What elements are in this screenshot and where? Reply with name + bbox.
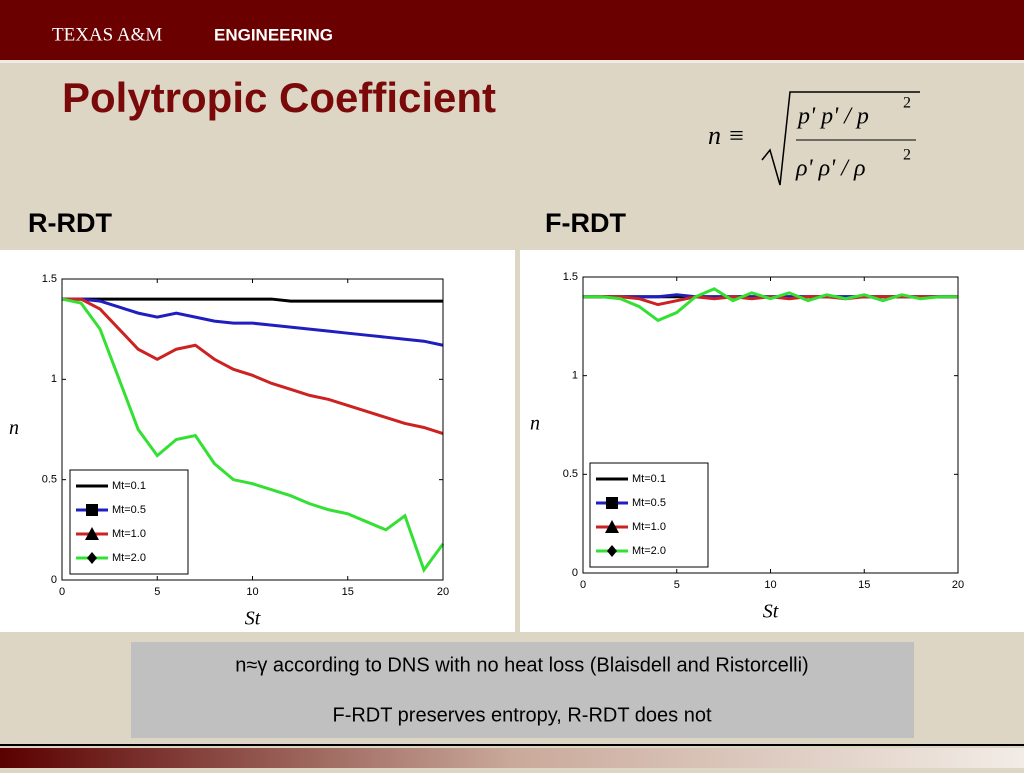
radical (761, 91, 920, 186)
plot-frame (61, 278, 444, 581)
x-tick-label: 5 (674, 579, 680, 591)
x-tick-label: 20 (952, 579, 964, 591)
legend-marker (606, 497, 618, 509)
legend-marker (87, 552, 97, 564)
y-tick-label: 0 (572, 567, 578, 579)
y-tick-label: 1.5 (563, 271, 578, 283)
chart-panel (520, 250, 1024, 632)
y-tick-label: 1.5 (42, 273, 57, 285)
y-tick-label: 1 (572, 370, 578, 382)
legend-label: Mt=1.0 (632, 521, 666, 533)
y-tick-label: 0.5 (42, 474, 57, 486)
footer-bar (0, 748, 1024, 768)
header-bar (0, 0, 1024, 60)
brand-bold: ENGINEERING (214, 25, 333, 44)
chart-title: R-RDT (28, 208, 112, 238)
plot-frame (582, 276, 959, 574)
legend-label: Mt=0.1 (632, 473, 666, 485)
legend-label: Mt=0.1 (112, 480, 146, 492)
brand: TEXAS A&M (52, 24, 162, 45)
note-box (131, 642, 914, 738)
y-tick-label: 1 (51, 373, 57, 385)
x-tick-label: 0 (580, 579, 586, 591)
formula-denominator: ρ' ρ' / ρ (795, 156, 866, 182)
legend-label: Mt=2.0 (112, 552, 146, 564)
x-tick-label: 5 (154, 586, 160, 598)
slide-title: Polytropic Coefficient (62, 74, 496, 121)
x-tick-label: 15 (342, 586, 354, 598)
x-tick-label: 10 (764, 579, 776, 591)
legend-label: Mt=2.0 (632, 545, 666, 557)
y-tick-label: 0 (51, 574, 57, 586)
series-line (583, 287, 958, 323)
legend-label: Mt=0.5 (632, 497, 666, 509)
legend-marker (86, 504, 98, 516)
legend-marker (607, 545, 617, 557)
series-line (62, 297, 443, 303)
formula-numerator: p' p' / p (796, 104, 869, 130)
legend-marker (85, 527, 99, 540)
x-axis-label: St (763, 601, 779, 623)
x-tick-label: 20 (437, 586, 449, 598)
series-line (61, 297, 445, 574)
formula-power: 2 (903, 95, 911, 112)
chart-title: F-RDT (545, 208, 626, 238)
x-tick-label: 10 (246, 586, 258, 598)
legend-marker (605, 520, 619, 533)
formula-power: 2 (903, 147, 911, 164)
formula-lhs: n ≡ (708, 121, 745, 150)
note: F-RDT preserves entropy, R-RDT does not (332, 704, 711, 726)
series-line (62, 297, 444, 347)
x-axis-label: St (245, 608, 261, 630)
note: n≈γ according to DNS with no heat loss (… (235, 654, 808, 676)
series-line (62, 297, 444, 435)
y-axis-label: n (9, 417, 19, 439)
header-rule (0, 60, 1024, 63)
footer-rule (0, 744, 1024, 746)
y-tick-label: 0.5 (563, 468, 578, 480)
x-tick-label: 0 (59, 586, 65, 598)
legend-label: Mt=0.5 (112, 504, 146, 516)
legend-label: Mt=1.0 (112, 528, 146, 540)
chart-panel (0, 250, 515, 632)
y-axis-label: n (530, 413, 540, 435)
x-tick-label: 15 (858, 579, 870, 591)
